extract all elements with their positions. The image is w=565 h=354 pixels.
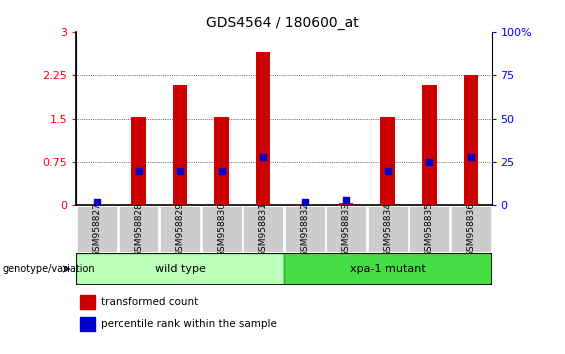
Bar [76, 253, 284, 285]
Bar [339, 203, 354, 205]
Bar [326, 206, 366, 252]
Text: genotype/variation: genotype/variation [3, 264, 95, 274]
Bar [214, 118, 229, 205]
Bar [119, 206, 159, 252]
Bar [160, 206, 200, 252]
Bar [297, 204, 312, 205]
Text: GSM958829: GSM958829 [176, 202, 185, 257]
Text: GSM958834: GSM958834 [383, 202, 392, 257]
Bar [243, 206, 283, 252]
Text: wild type: wild type [155, 264, 206, 274]
Bar [422, 85, 437, 205]
Text: GSM958827: GSM958827 [93, 202, 102, 257]
Text: GDS4564 / 180600_at: GDS4564 / 180600_at [206, 16, 359, 30]
Text: transformed count: transformed count [101, 297, 198, 307]
Point [93, 199, 102, 205]
Point [300, 199, 309, 205]
Text: GSM958836: GSM958836 [466, 202, 475, 257]
Text: GSM958833: GSM958833 [342, 202, 351, 257]
Bar [409, 206, 449, 252]
Bar [90, 204, 105, 205]
Bar [463, 75, 478, 205]
Bar [173, 85, 188, 205]
Point [176, 168, 185, 173]
Text: GSM958831: GSM958831 [259, 202, 268, 257]
Text: xpa-1 mutant: xpa-1 mutant [350, 264, 425, 274]
Text: GSM958828: GSM958828 [134, 202, 143, 257]
Bar [256, 52, 271, 205]
Text: percentile rank within the sample: percentile rank within the sample [101, 319, 277, 329]
Bar [202, 206, 242, 252]
Bar [368, 206, 408, 252]
Point [425, 159, 434, 165]
Bar [77, 206, 117, 252]
Bar [380, 118, 395, 205]
Point [466, 154, 475, 160]
Bar [285, 206, 325, 252]
Bar [131, 118, 146, 205]
Text: GSM958832: GSM958832 [300, 202, 309, 257]
Bar [80, 317, 95, 331]
Text: GSM958830: GSM958830 [217, 202, 226, 257]
Point [217, 168, 226, 173]
Point [259, 154, 268, 160]
Point [134, 168, 143, 173]
Bar [451, 206, 491, 252]
Point [383, 168, 392, 173]
Text: GSM958835: GSM958835 [425, 202, 434, 257]
Bar [284, 253, 492, 285]
Bar [80, 295, 95, 309]
Point [342, 197, 351, 203]
